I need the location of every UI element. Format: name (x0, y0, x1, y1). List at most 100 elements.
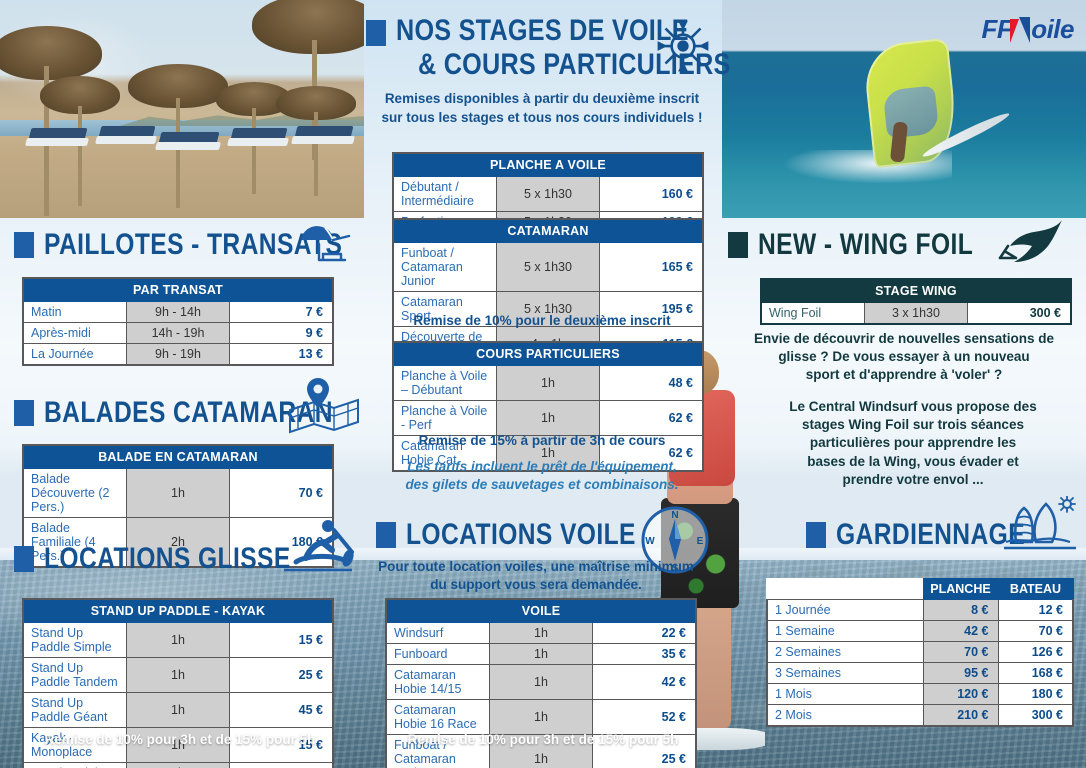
row-label: Kayak - Monoplace (22, 727, 127, 763)
section-title-text: BALADES CATAMARAN (44, 396, 333, 429)
wing-foil-icon (998, 220, 1062, 262)
lounger (291, 136, 355, 144)
logo-text-ff: FF (981, 14, 1013, 44)
row-label: Balade Familiale (4 Pers.) (22, 517, 127, 568)
table-balade-catamaran: BALADE EN CATAMARAN Balade Découverte (2… (22, 444, 334, 568)
lounger (155, 142, 221, 150)
table-stage-wing: STAGE WING Wing Foil 3 x 1h30 300 € (760, 278, 1072, 325)
lounger (25, 138, 89, 146)
table-row: 2 Semaines 70 € 126 € (766, 641, 1074, 663)
row-price-bateau: 126 € (997, 641, 1074, 663)
note-line: glisse ? De vous essayer à un nouveau (778, 349, 1030, 365)
row-price-planche: 210 € (922, 704, 999, 727)
table-stand-up-paddle-kayak: STAND UP PADDLE - KAYAK Stand Up Paddle … (22, 598, 334, 768)
beach-photo (0, 0, 364, 218)
table-row: Catamaran Sport 5 x 1h30 195 € (392, 291, 704, 327)
note-line: du support vous sera demandée. (430, 577, 642, 593)
section-title-gardiennage: GARDIENNAGE (806, 518, 1067, 552)
row-label: La Journée (22, 343, 127, 366)
row-duration: 5 x 1h30 (495, 291, 601, 327)
row-label: 1 Journée (766, 599, 924, 621)
row-label: Stand Up Paddle Tandem (22, 657, 127, 693)
row-label: Stand Up Paddle Simple (22, 622, 127, 658)
table-row: Funboat / Catamaran Junior 1h 25 € (385, 734, 697, 768)
note-line: bases de la Wing, vous évader et (807, 453, 1019, 469)
sail-logo-icon (1010, 16, 1031, 43)
section-title-text: LOCATIONS GLISSE (44, 542, 291, 575)
logo-text-voile: oile (1031, 14, 1074, 44)
note-line: Pour toute location voiles, une maîtrise… (378, 559, 694, 574)
row-label: 1 Mois (766, 683, 924, 705)
row-label: Planche à Voile - Perf (392, 400, 497, 436)
surfboards-sun-icon (1004, 496, 1076, 550)
row-price: 160 € (599, 176, 704, 212)
note-line: prendre votre envol ... (842, 471, 984, 487)
table-row: 1 Mois 120 € 180 € (766, 683, 1074, 705)
section-title-text: LOCATIONS VOILE (406, 518, 636, 551)
column-header-bateau: BATEAU (997, 578, 1074, 600)
table-header: VOILE (385, 598, 697, 623)
section-title-paillotes: PAILLOTES - TRANSATS (14, 228, 408, 262)
svg-text:W: W (645, 536, 655, 547)
row-price: 15 € (229, 727, 334, 763)
ffvoile-logo[interactable]: FF oile (981, 14, 1074, 45)
row-label: Balade Découverte (2 Pers.) (22, 468, 127, 518)
section-square-marker (728, 232, 748, 258)
table-gardiennage: PLANCHE BATEAU 1 Journée 8 € 12 € 1 Sema… (766, 578, 1074, 727)
row-price-planche: 70 € (922, 641, 999, 663)
row-duration: 1h (125, 762, 231, 768)
row-duration: 1h (495, 400, 601, 436)
section-title-text: GARDIENNAGE (836, 518, 1026, 551)
table-header: STAGE WING (760, 278, 1072, 303)
section-square-marker (14, 400, 34, 426)
row-price-bateau: 70 € (997, 620, 1074, 642)
row-duration: 1h (125, 468, 231, 518)
row-price-bateau: 12 € (997, 599, 1074, 621)
note-remise-voile: Remise de 10% pour 3h et de 15% pour 5h (407, 732, 679, 747)
row-price: 25 € (592, 734, 697, 768)
table-par-transat: PAR TRANSAT Matin 9h - 14h 7 € Après-mid… (22, 277, 334, 366)
table-row: Catamaran Hobie Cat 1h 62 € (392, 435, 704, 472)
row-price: 70 € (229, 468, 334, 518)
svg-text:S: S (672, 563, 679, 574)
table-row: Catamaran Hobie 14/15 1h 42 € (385, 664, 697, 700)
table-header: PLANCHE A VOILE (392, 152, 704, 177)
row-price: 62 € (599, 400, 704, 436)
table-row: Planche à Voile – Débutant 1h 48 € (392, 365, 704, 401)
row-label: Stand Up Paddle Géant (22, 692, 127, 728)
row-price: 15 € (229, 622, 334, 658)
row-price-planche: 8 € (922, 599, 999, 621)
beach-hills (120, 114, 364, 126)
row-duration: 1h (488, 664, 594, 700)
table-row: Funboard 1h 35 € (385, 643, 697, 665)
row-label: Catamaran Sport (392, 291, 497, 327)
section-title-locations-glisse: LOCATIONS GLISSE (14, 542, 345, 576)
table-row: Stand Up Paddle Tandem 1h 25 € (22, 657, 334, 693)
table-voile: VOILE Windsurf 1h 22 € Funboard 1h 35 € … (385, 598, 697, 768)
row-duration: 1h (495, 435, 601, 472)
section-square-marker (806, 522, 826, 548)
section-title-text: PAILLOTES - TRANSATS (44, 228, 343, 261)
table-header: COURS PARTICULIERS (392, 341, 704, 366)
table-cours-particuliers: COURS PARTICULIERS Planche à Voile – Déb… (392, 341, 704, 472)
row-duration: 1h (488, 622, 594, 644)
row-price: 22 € (592, 622, 697, 644)
table-row: Kayak - Monoplace 1h 15 € (22, 727, 334, 763)
row-label: 2 Mois (766, 704, 924, 727)
note-wing-paragraph-1: Envie de découvrir de nouvelles sensatio… (722, 330, 1086, 385)
table-row: Balade Familiale (4 Pers.) 2h 180 € (22, 517, 334, 568)
svg-text:E: E (697, 536, 704, 547)
table-row: Funboat / Catamaran Junior 5 x 1h30 165 … (392, 242, 704, 292)
row-label: Wing Foil (760, 302, 865, 325)
table-row: Wing Foil 3 x 1h30 300 € (760, 302, 1072, 325)
row-price: 195 € (599, 291, 704, 327)
column-header-planche: PLANCHE (922, 578, 999, 600)
header-square-marker (366, 20, 386, 46)
section-square-marker (376, 522, 396, 548)
header-line-2: & COURS PARTICULIERS (418, 48, 731, 81)
row-duration: 9h - 14h (125, 301, 231, 323)
note-wing-paragraph-2: Le Central Windsurf vous propose des sta… (740, 398, 1086, 489)
table-row: 3 Semaines 95 € 168 € (766, 662, 1074, 684)
table-row: 1 Semaine 42 € 70 € (766, 620, 1074, 642)
row-label: Planche à Voile – Débutant (392, 365, 497, 401)
